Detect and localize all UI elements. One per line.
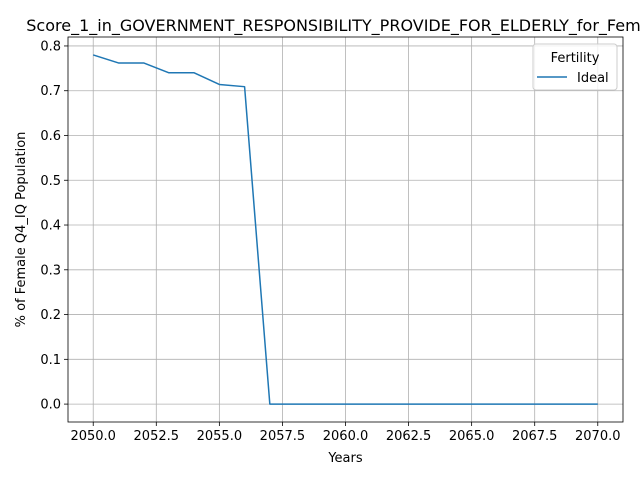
series-layer	[93, 54, 598, 405]
chart-title: Score_1_in_GOVERNMENT_RESPONSIBILITY_PRO…	[26, 16, 640, 36]
y-tick-label: 0.0	[40, 398, 61, 413]
x-tick-label: 2052.5	[134, 429, 180, 444]
x-axis-label: Years	[327, 451, 363, 466]
x-tick-label: 2057.5	[260, 429, 306, 444]
axis-ticks: 2050.0 2052.5 2055.0 2057.5 2060.0 2062.5 2065…	[40, 39, 620, 444]
y-tick-label: 0.3	[40, 263, 61, 278]
y-tick-label: 0.2	[40, 308, 61, 323]
legend-box	[532, 43, 618, 91]
y-tick-label: 0.8	[40, 39, 61, 54]
legend-label-ideal: Ideal	[577, 71, 609, 86]
x-tick-label: 2067.5	[512, 429, 558, 444]
y-tick-label: 0.1	[40, 353, 61, 368]
y-tick-label: 0.4	[40, 219, 61, 234]
x-tick-label: 2060.0	[323, 429, 369, 444]
x-tick-label: 2055.0	[197, 429, 243, 444]
legend-title: Fertility	[551, 51, 600, 66]
series-line-ideal	[93, 54, 598, 405]
x-tick-label: 2050.0	[70, 429, 116, 444]
y-tick-label: 0.7	[40, 84, 61, 99]
y-tick-label: 0.5	[40, 174, 61, 189]
legend: Fertility Ideal	[532, 43, 618, 91]
x-tick-label: 2065.0	[449, 429, 495, 444]
y-tick-label: 0.6	[40, 129, 61, 144]
x-tick-label: 2062.5	[386, 429, 432, 444]
y-axis-label: % of Female Q4_IQ Population	[14, 132, 29, 328]
x-tick-label: 2070.0	[575, 429, 621, 444]
